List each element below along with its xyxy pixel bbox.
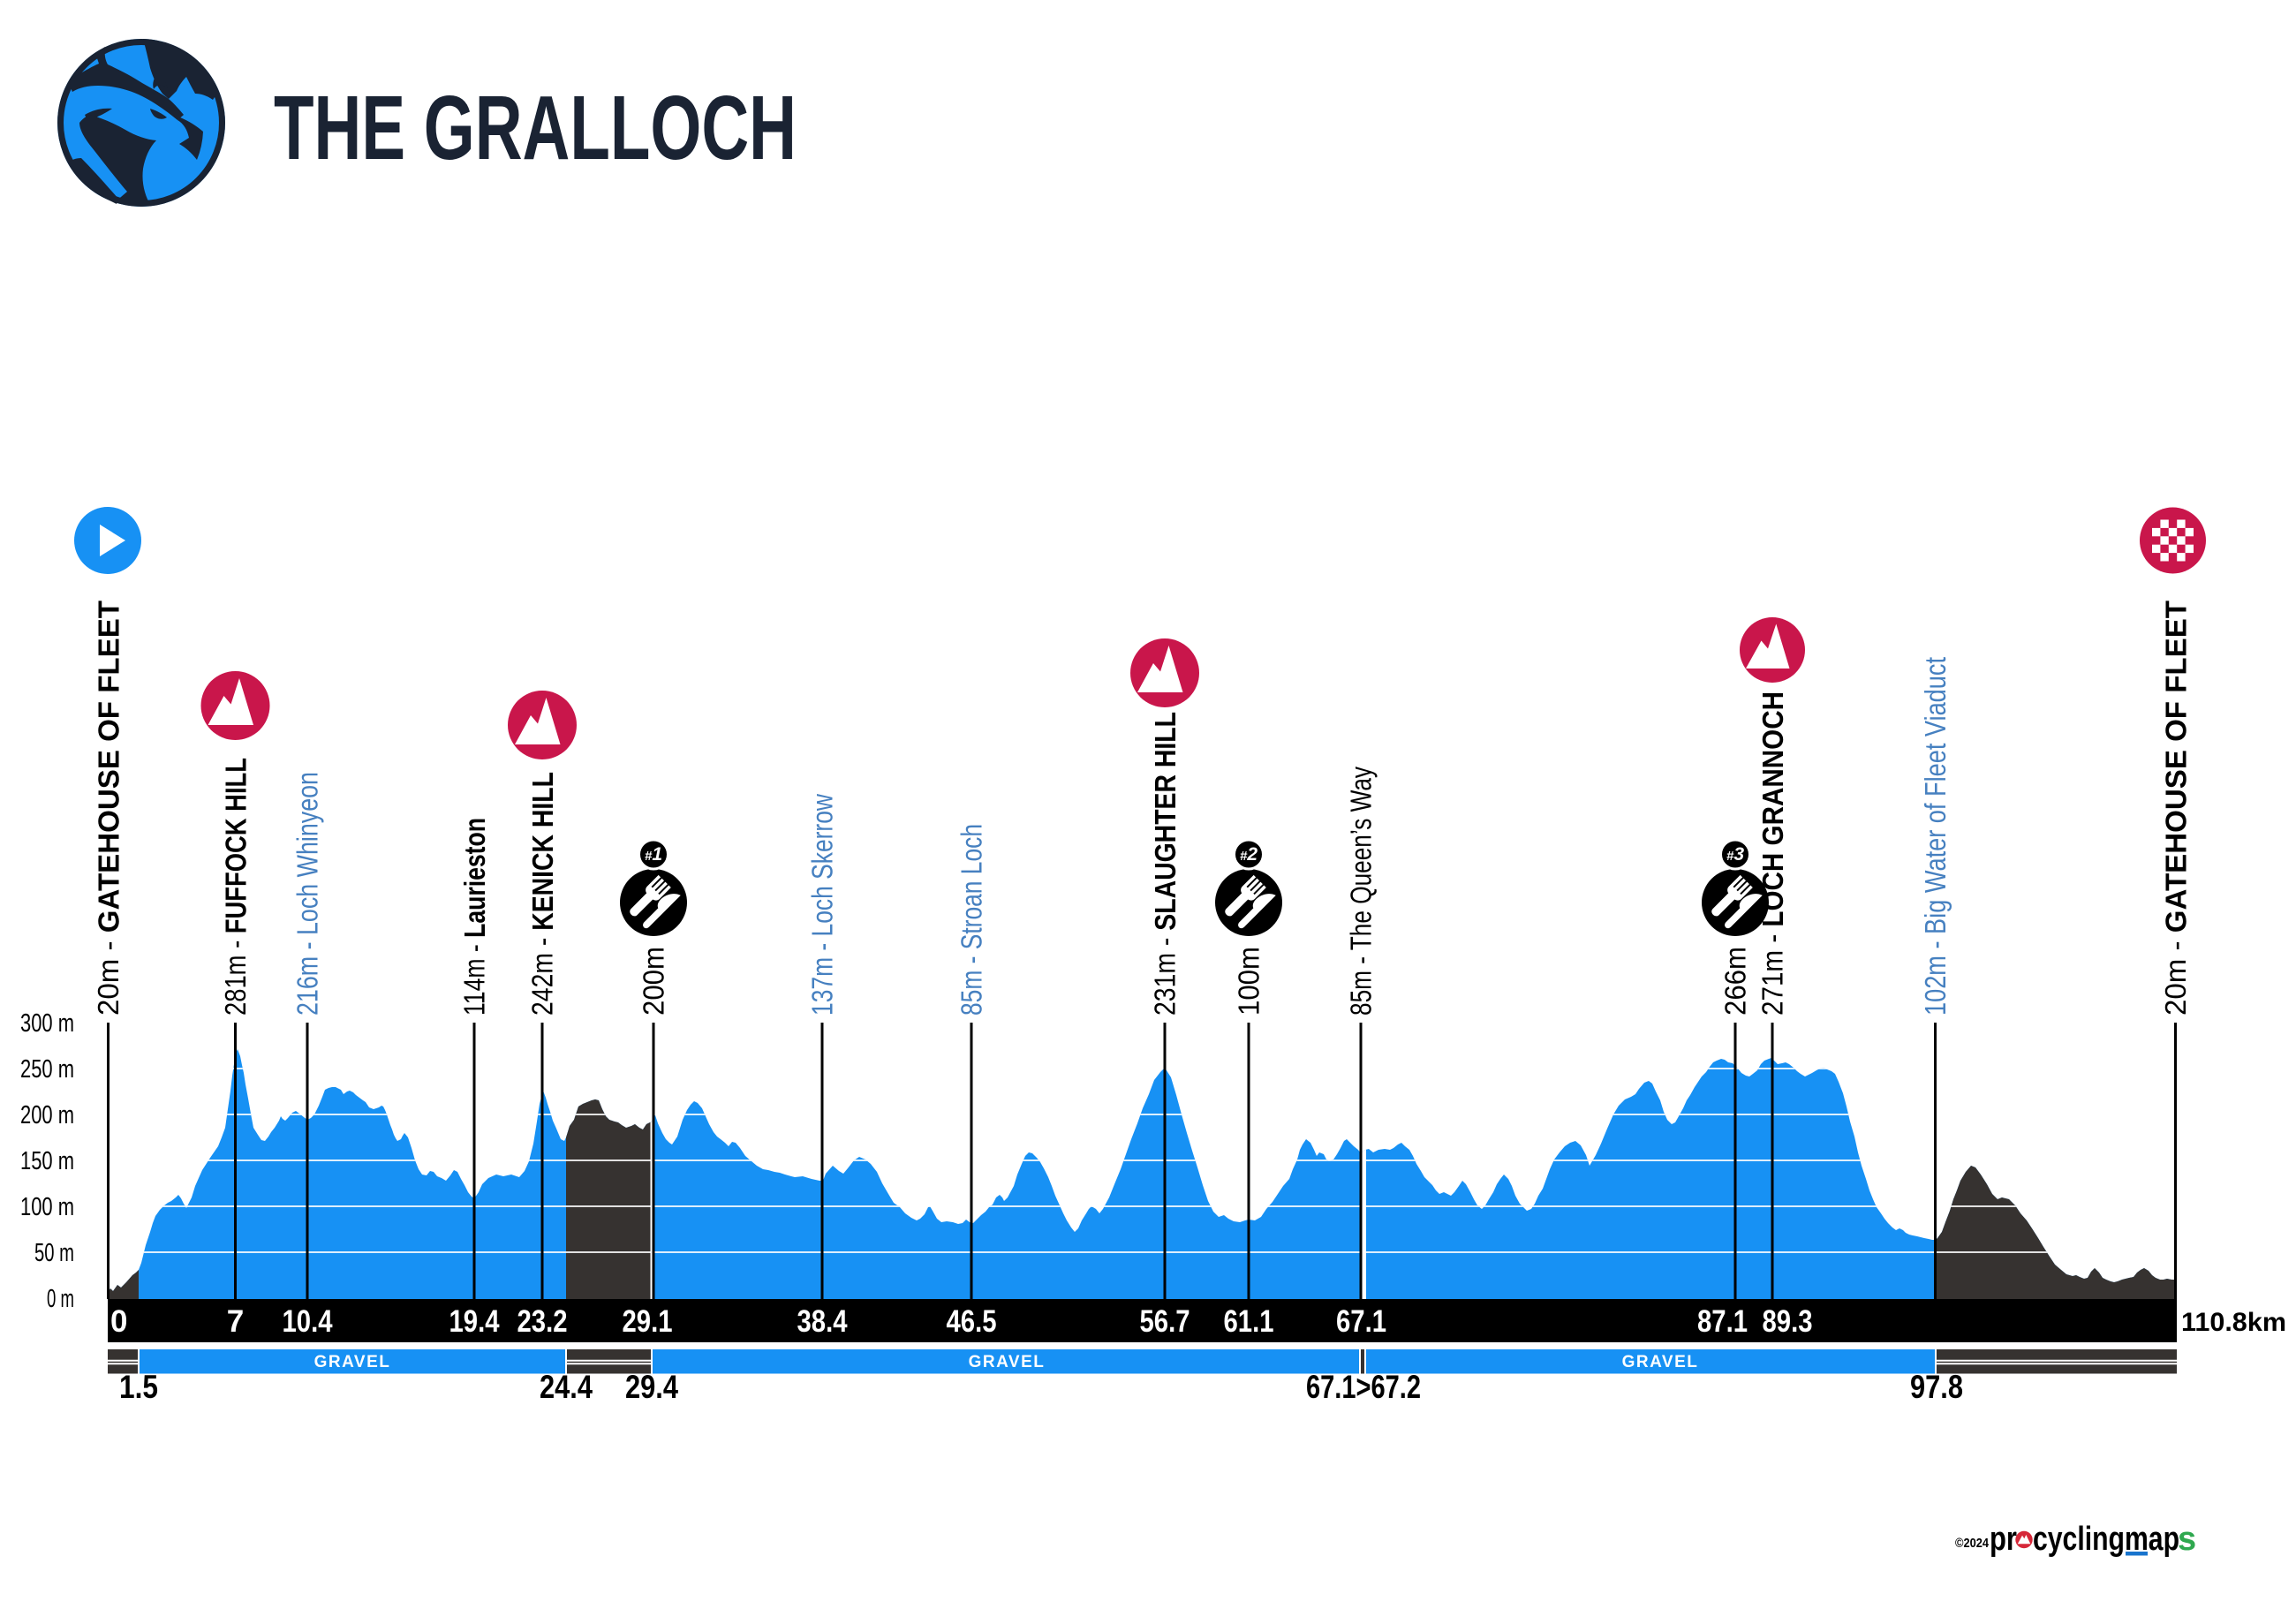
svg-text:61.1: 61.1 [1224, 1304, 1274, 1339]
svg-text:29.4: 29.4 [625, 1369, 678, 1405]
svg-text:pr: pr [1990, 1521, 2017, 1558]
svg-text:#3: #3 [1726, 844, 1744, 865]
svg-text:137m - Loch Skerrow: 137m - Loch Skerrow [806, 794, 839, 1016]
svg-text:#2: #2 [1240, 844, 1258, 865]
svg-text:0 m: 0 m [47, 1285, 74, 1313]
svg-text:216m - Loch Whinyeon: 216m - Loch Whinyeon [291, 772, 324, 1016]
svg-text:97.8: 97.8 [1910, 1369, 1963, 1405]
svg-text:56.7: 56.7 [1140, 1304, 1190, 1339]
svg-text:©2024: ©2024 [1955, 1536, 1990, 1551]
svg-text:250 m: 250 m [20, 1055, 74, 1084]
svg-text:s: s [2178, 1521, 2196, 1558]
svg-text:100 m: 100 m [20, 1193, 74, 1221]
svg-text:50 m: 50 m [34, 1239, 74, 1267]
svg-text:23.2: 23.2 [517, 1304, 568, 1339]
svg-text:THE GRALLOCH: THE GRALLOCH [274, 77, 797, 178]
svg-text:24.4: 24.4 [540, 1369, 593, 1405]
svg-text:281m - FUFFOCK HILL: 281m - FUFFOCK HILL [219, 758, 252, 1016]
svg-text:110.8km: 110.8km [2181, 1308, 2286, 1337]
svg-text:266m: 266m [1719, 947, 1752, 1016]
svg-text:89.3: 89.3 [1763, 1304, 1813, 1339]
svg-text:0: 0 [110, 1304, 127, 1339]
svg-text:GRAVEL: GRAVEL [969, 1353, 1046, 1371]
svg-text:67.1>67.2: 67.1>67.2 [1306, 1369, 1421, 1405]
svg-text:271m - LOCH GRANNOCH: 271m - LOCH GRANNOCH [1756, 691, 1789, 1016]
svg-text:87.1: 87.1 [1697, 1304, 1748, 1339]
svg-text:#1: #1 [645, 844, 662, 865]
svg-text:200 m: 200 m [20, 1101, 74, 1129]
svg-text:231m - SLAUGHTER HILL: 231m - SLAUGHTER HILL [1149, 712, 1182, 1016]
svg-text:242m - KENICK HILL: 242m - KENICK HILL [526, 772, 559, 1016]
svg-text:19.4: 19.4 [449, 1304, 500, 1339]
svg-text:67.1: 67.1 [1336, 1304, 1386, 1339]
svg-text:85m - The Queen’s Way: 85m - The Queen’s Way [1345, 767, 1378, 1016]
svg-text:20m - GATEHOUSE OF FLEET: 20m - GATEHOUSE OF FLEET [2159, 601, 2192, 1016]
svg-text:46.5: 46.5 [947, 1304, 997, 1339]
svg-text:150 m: 150 m [20, 1147, 74, 1175]
svg-text:1.5: 1.5 [119, 1369, 158, 1405]
svg-text:10.4: 10.4 [283, 1304, 333, 1339]
svg-text:38.4: 38.4 [797, 1304, 848, 1339]
svg-text:300 m: 300 m [20, 1009, 74, 1038]
svg-text:100m: 100m [1233, 947, 1265, 1016]
svg-text:20m - GATEHOUSE OF FLEET: 20m - GATEHOUSE OF FLEET [92, 601, 125, 1016]
svg-text:102m - Big Water of Fleet Viad: 102m - Big Water of Fleet Viaduct [1919, 657, 1952, 1016]
svg-text:7: 7 [227, 1304, 244, 1339]
svg-text:114m - Laurieston: 114m - Laurieston [458, 818, 491, 1016]
svg-text:200m: 200m [638, 947, 670, 1016]
svg-text:GRAVEL: GRAVEL [1622, 1353, 1699, 1371]
svg-text:29.1: 29.1 [623, 1304, 673, 1339]
svg-text:GRAVEL: GRAVEL [314, 1353, 391, 1371]
svg-text:85m - Stroan Loch: 85m - Stroan Loch [955, 824, 988, 1016]
svg-text:cyclingmap: cyclingmap [2033, 1521, 2179, 1558]
